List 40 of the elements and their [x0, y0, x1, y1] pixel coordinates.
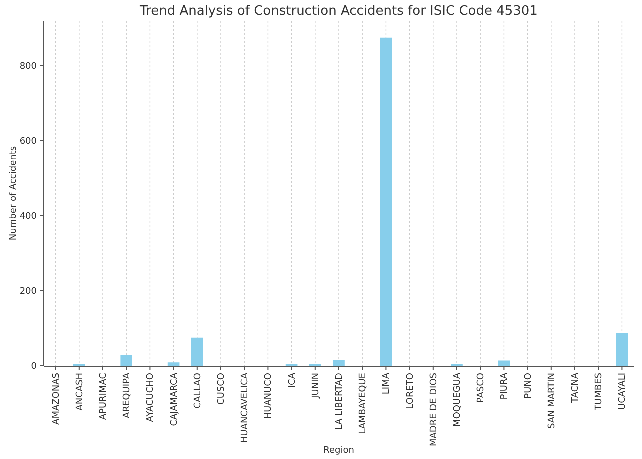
x-tick-label: TUMBES — [594, 372, 605, 412]
y-axis-title: Number of Accidents — [9, 146, 19, 241]
x-tick-label: LORETO — [406, 373, 416, 410]
x-tick-label: PIURA — [500, 372, 510, 400]
bar — [333, 360, 345, 366]
chart-title: Trend Analysis of Construction Accidents for ISIC Code 45301 — [139, 4, 538, 19]
bar — [192, 338, 204, 366]
x-tick-label: HUANCAVELICA — [240, 372, 251, 444]
y-tick-label: 600 — [20, 137, 38, 148]
bar — [120, 355, 132, 366]
bar — [616, 333, 628, 366]
x-axis-title: Region — [324, 446, 354, 456]
x-tick-label: TACNA — [571, 372, 581, 404]
x-tick-label: ICA — [288, 372, 298, 388]
x-tick-label: MADRE DE DIOS — [429, 372, 440, 447]
y-tick-label: 200 — [20, 287, 38, 298]
x-tick-label: PASCO — [476, 373, 487, 404]
x-tick-label: LA LIBERTAD — [335, 372, 345, 430]
x-tick-label: HUANUCO — [264, 373, 274, 420]
x-tick-label: AREQUIPA — [122, 372, 133, 418]
x-tick-label: MOQUEGUA — [453, 372, 463, 427]
x-tick-label: LIMA — [382, 372, 392, 395]
x-tick-label: UCAYALI — [618, 373, 628, 410]
bar — [380, 38, 392, 366]
x-tick-label: CUSCO — [217, 373, 227, 405]
bar — [498, 360, 510, 366]
x-tick-label: CALLAO — [193, 373, 204, 409]
x-tick-label: ANCASH — [75, 373, 86, 411]
x-tick-label: PUNO — [524, 373, 534, 399]
y-tick-label: 800 — [20, 62, 38, 72]
x-tick-label: JUNIN — [311, 373, 322, 400]
x-tick-label: LAMBAYEQUE — [358, 372, 369, 434]
bar — [168, 362, 180, 366]
y-tick-label: 0 — [31, 362, 38, 372]
x-tick-label: APURIMAC — [99, 373, 109, 420]
y-tick-label: 400 — [20, 212, 38, 222]
x-tick-label: SAN MARTIN — [547, 373, 558, 430]
x-tick-label: CAJAMARCA — [170, 372, 180, 426]
x-tick-label: AMAZONAS — [52, 372, 62, 425]
x-tick-label: AYACUCHO — [146, 373, 156, 422]
